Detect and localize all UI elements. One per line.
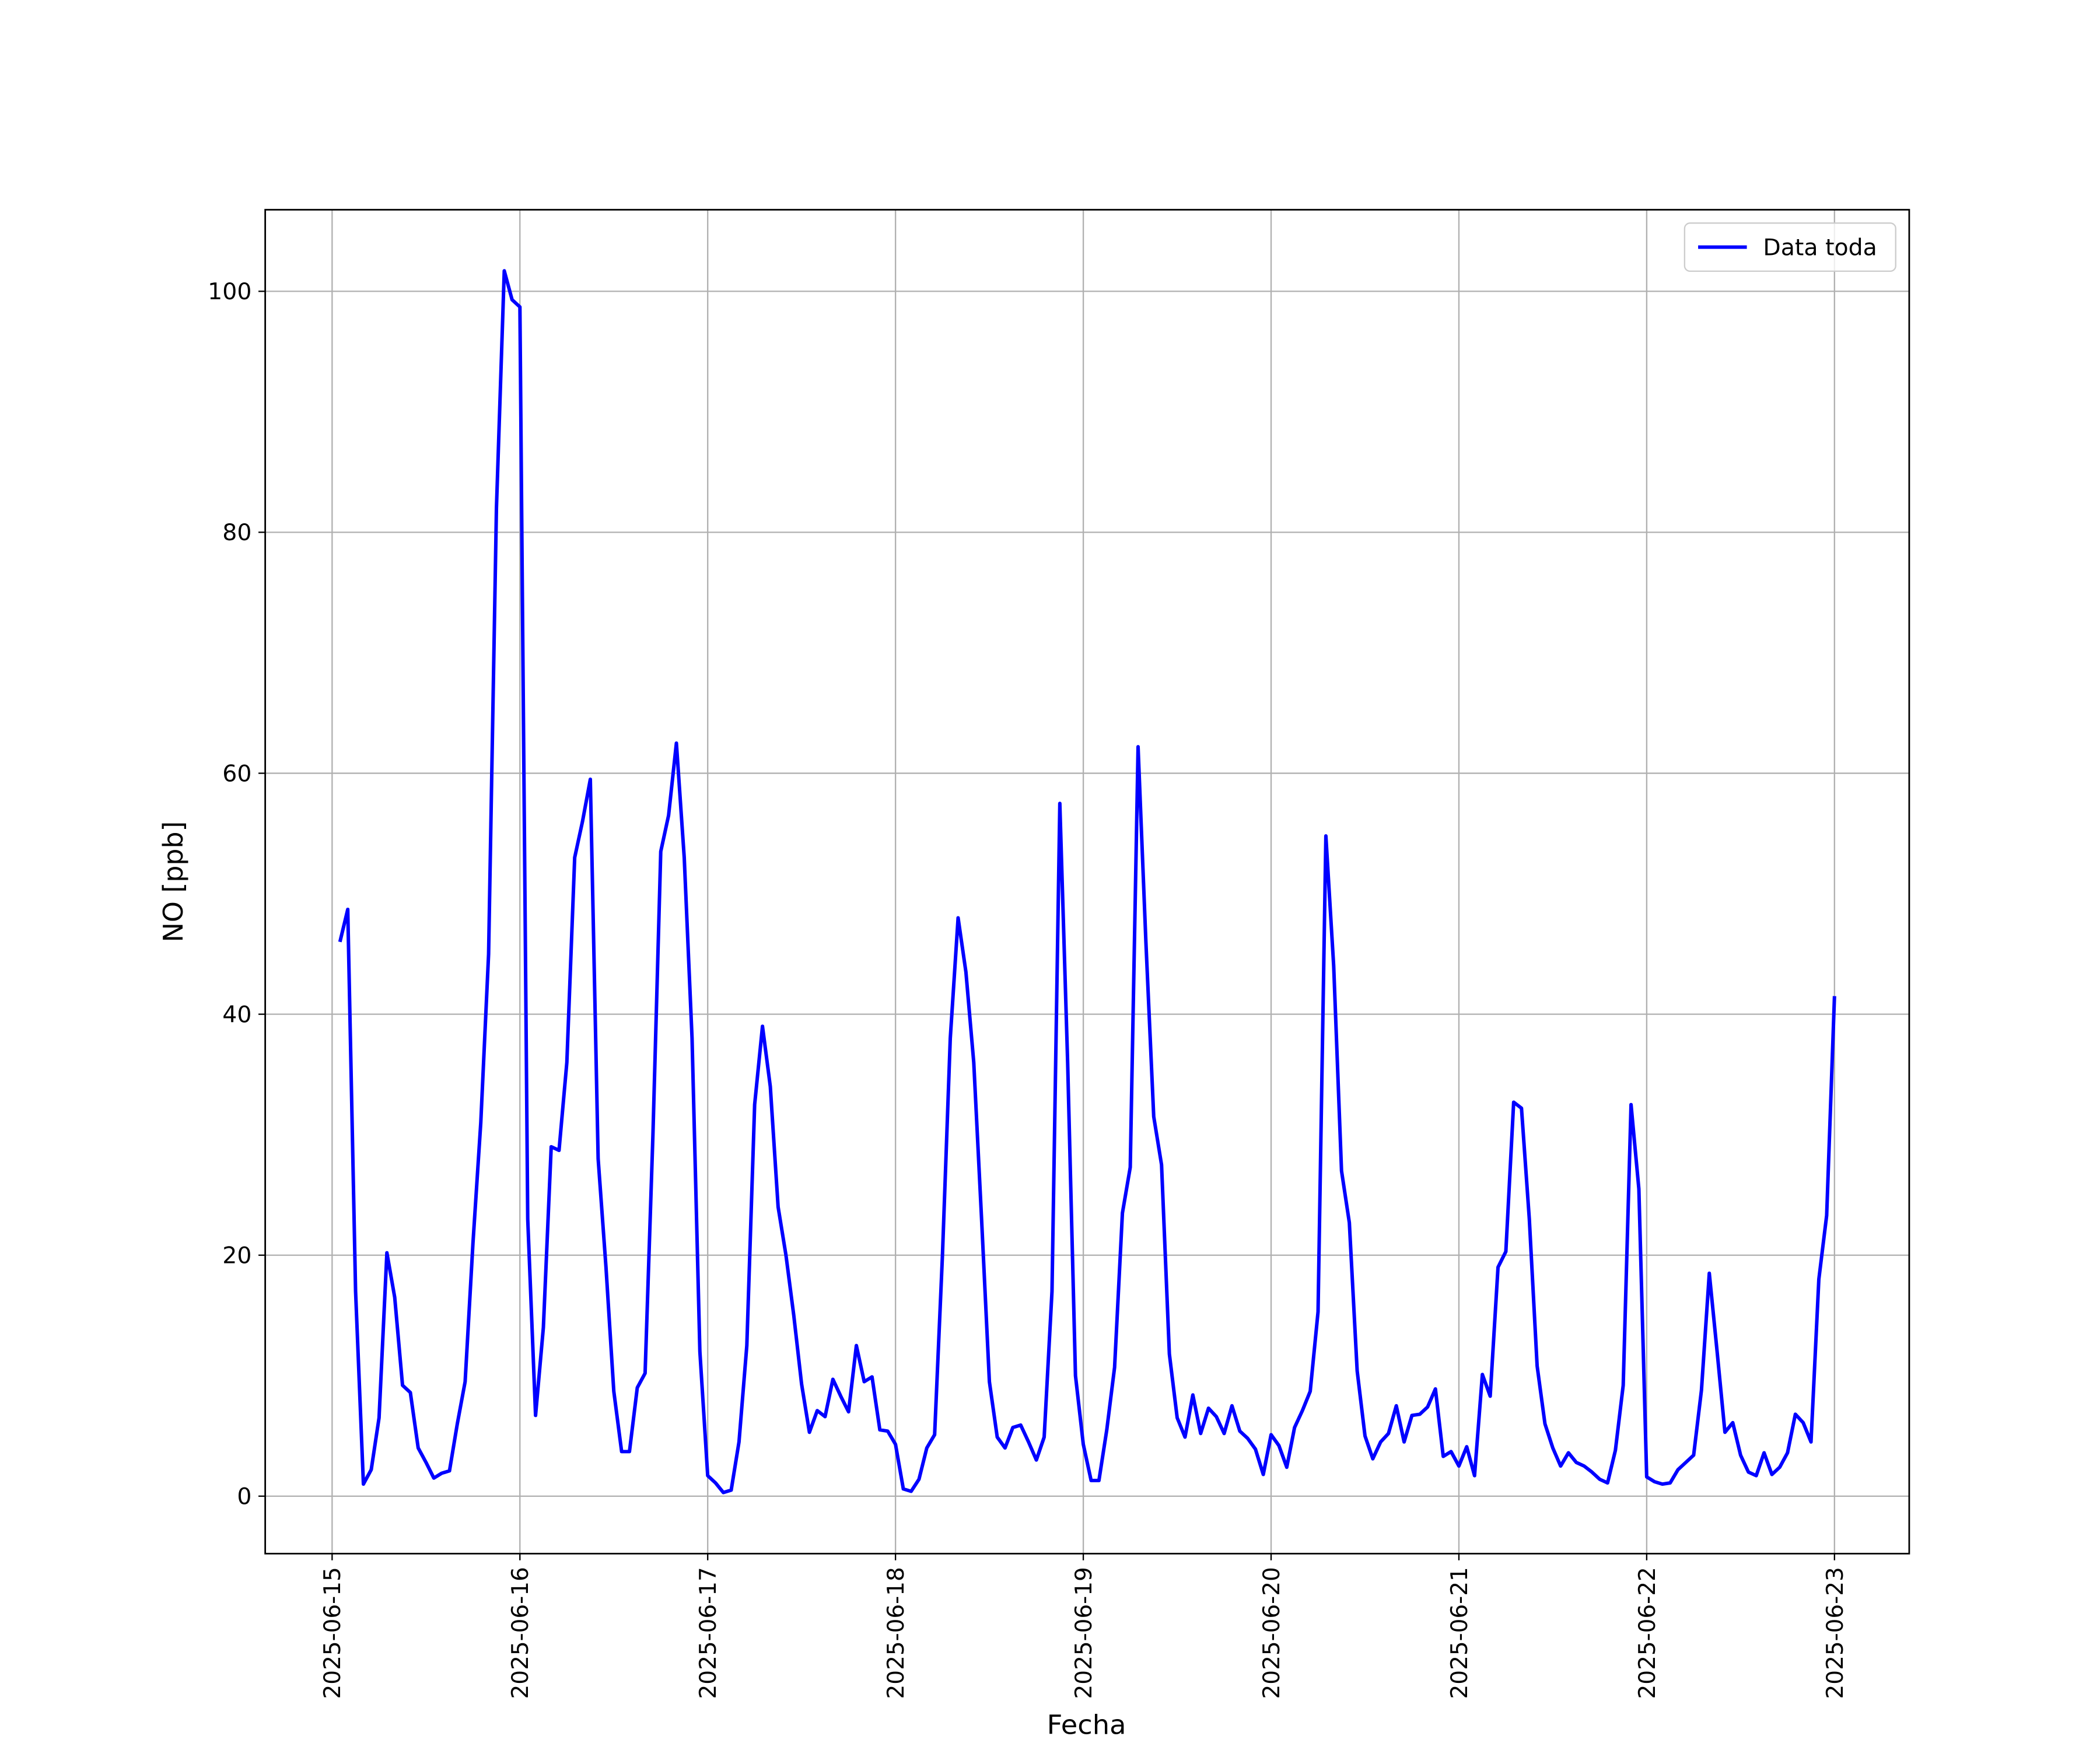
x-tick-label: 2025-06-22: [1634, 1567, 1661, 1699]
x-tick-label: 2025-06-19: [1071, 1567, 1097, 1699]
y-tick-label: 20: [222, 1243, 251, 1269]
x-tick-label: 2025-06-21: [1447, 1567, 1473, 1699]
y-tick-label: 60: [222, 761, 251, 788]
y-tick-label: 40: [222, 1002, 251, 1028]
x-tick-label: 2025-06-15: [320, 1567, 346, 1699]
y-tick-label: 0: [237, 1484, 251, 1510]
x-axis-label: Fecha: [1047, 1709, 1126, 1741]
x-tick-label: 2025-06-17: [695, 1567, 722, 1699]
legend: Data toda: [1684, 222, 1896, 272]
axes-frame: [264, 209, 1910, 1555]
y-tick-label: 80: [222, 520, 251, 546]
x-tick-label: 2025-06-20: [1259, 1567, 1285, 1699]
legend-box: [1684, 222, 1896, 272]
plot-area: [338, 269, 1836, 1494]
data-line: [338, 269, 1836, 1494]
x-tick-label: 2025-06-16: [508, 1567, 534, 1699]
y-axis-label: NO [ppb]: [158, 821, 189, 943]
x-tick-label: 2025-06-23: [1822, 1567, 1849, 1699]
x-tick-label: 2025-06-18: [883, 1567, 909, 1699]
y-tick-label: 100: [208, 279, 251, 305]
legend-label: Data toda: [1763, 235, 1877, 261]
